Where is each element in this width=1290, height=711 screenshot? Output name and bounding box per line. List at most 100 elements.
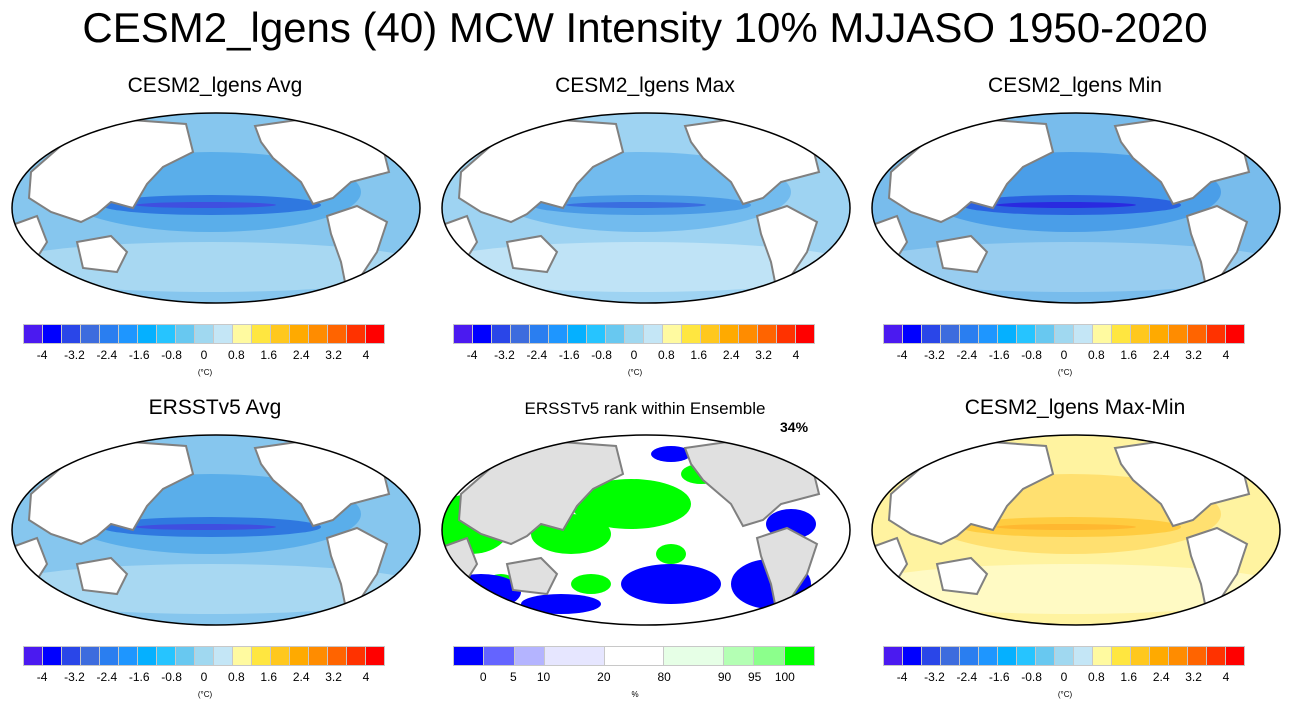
continent <box>887 440 1055 546</box>
panel-title: CESM2_lgens Min <box>988 74 1162 97</box>
colorbar-swatch <box>119 325 137 343</box>
colorbar-swatch <box>138 325 156 343</box>
colorbar-swatch <box>1036 647 1054 665</box>
colorbar-tick-label: 1.6 <box>260 670 278 684</box>
colorbar-swatch <box>100 647 118 665</box>
world-map <box>871 434 1281 626</box>
colorbar-swatch <box>62 647 80 665</box>
colorbar-tick-label: 2.4 <box>292 670 310 684</box>
colorbar-tick-label: 0.8 <box>658 348 675 362</box>
colorbar-swatch <box>644 325 662 343</box>
colorbar-tick-label: 0 <box>200 348 208 362</box>
colorbar-unit: (°C) <box>1057 368 1073 377</box>
continent <box>75 234 129 274</box>
colorbar-tick-label: -0.8 <box>1021 670 1042 684</box>
colorbar-swatch <box>903 647 921 665</box>
colorbar-tick-label: -4 <box>36 670 48 684</box>
colorbar-swatch <box>366 325 384 343</box>
colorbar-tick-label: -0.8 <box>161 670 182 684</box>
colorbar-swatch <box>366 647 384 665</box>
colorbar-swatch <box>758 325 776 343</box>
colorbar-swatch <box>195 647 213 665</box>
colorbar-swatch <box>119 647 137 665</box>
colorbar-swatch <box>1207 647 1225 665</box>
colorbar-labels: 0 5 10 20 80 90 95 100 <box>453 670 815 686</box>
colorbar-tick-label: -1.6 <box>128 348 150 362</box>
colorbar-swatch <box>724 647 754 665</box>
colorbar-swatch <box>1112 325 1130 343</box>
colorbar-unit: (°C) <box>627 368 643 377</box>
colorbar-tick-label: 4 <box>362 670 370 684</box>
rank-region <box>521 594 601 614</box>
continent <box>935 234 989 274</box>
colorbar-swatch <box>290 325 308 343</box>
colorbar-swatch <box>1226 647 1244 665</box>
colorbar-tick-label: -4 <box>36 348 48 362</box>
colorbar-unit: (°C) <box>1057 690 1073 699</box>
colorbar-swatch <box>176 325 194 343</box>
colorbar-swatch <box>233 647 251 665</box>
colorbar-swatch <box>663 325 681 343</box>
colorbar-tick-label: -3.2 <box>64 670 85 684</box>
colorbar <box>883 646 1245 666</box>
colorbar-swatch <box>454 325 472 343</box>
colorbar-swatch <box>796 325 814 343</box>
continent <box>1241 436 1269 466</box>
colorbar-swatch <box>24 647 42 665</box>
colorbar-swatch <box>777 325 795 343</box>
colorbar-swatch <box>309 647 327 665</box>
colorbar-labels: -4 -3.2 -2.4 -1.6 -0.8 0 0.8 1.6 2.4 3.2 4 <box>23 670 385 686</box>
colorbar-tick-label: 90 <box>717 670 732 684</box>
continent <box>381 114 409 144</box>
continent <box>811 114 839 144</box>
colorbar-tick-label: -2.4 <box>956 670 978 684</box>
colorbar-tick-label: 20 <box>597 670 611 684</box>
colorbar-swatch <box>754 647 784 665</box>
colorbar-swatch <box>1131 647 1149 665</box>
colorbar-swatch <box>1169 647 1187 665</box>
colorbar-swatch <box>484 647 514 665</box>
colorbar-tick-label: 0.8 <box>1088 348 1105 362</box>
colorbar-swatch <box>1074 325 1092 343</box>
colorbar-swatch <box>195 325 213 343</box>
colorbar-swatch <box>1055 325 1073 343</box>
rank-percentage: 34% <box>780 419 809 435</box>
world-map <box>441 434 851 626</box>
map-border <box>11 112 421 304</box>
rank-region <box>656 544 686 564</box>
colorbar-swatch <box>568 325 586 343</box>
colorbar-labels: -4 -3.2 -2.4 -1.6 -0.8 0 0.8 1.6 2.4 3.2 4 <box>453 348 815 364</box>
colorbar-swatch <box>625 325 643 343</box>
colorbar-labels: -4 -3.2 -2.4 -1.6 -0.8 0 0.8 1.6 2.4 3.2 4 <box>883 670 1245 686</box>
colorbar-tick-label: 3.2 <box>1185 670 1202 684</box>
continent <box>935 556 989 596</box>
colorbar-unit: (°C) <box>197 690 213 699</box>
colorbar-swatch <box>1017 325 1035 343</box>
colorbar-swatch <box>530 325 548 343</box>
map-panel: ERSSTv5 rank within Ensemble 34% 0 5 10 20 80 9… <box>430 399 860 711</box>
colorbar-tick-label: 5 <box>509 670 517 684</box>
colorbar-tick-label: -2.4 <box>956 348 978 362</box>
colorbar-swatch <box>1036 325 1054 343</box>
continent <box>457 118 625 224</box>
colorbar-swatch <box>604 647 664 665</box>
colorbar-swatch <box>682 325 700 343</box>
colorbar-tick-label: -4 <box>896 670 908 684</box>
continent <box>457 440 625 546</box>
world-map <box>11 434 421 626</box>
colorbar-swatch <box>138 647 156 665</box>
colorbar-swatch <box>998 325 1016 343</box>
map-panel: ERSSTv5 Avg -4 -3.2 -2.4 -1.6 -0.8 0 0.8 1.6 2.4 3… <box>0 396 430 711</box>
colorbar-swatch <box>214 325 232 343</box>
colorbar-tick-label: -1.6 <box>988 348 1010 362</box>
world-map <box>871 112 1281 304</box>
colorbar-tick-label: 3.2 <box>755 348 772 362</box>
colorbar-swatch <box>1150 325 1168 343</box>
colorbar-swatch <box>492 325 510 343</box>
colorbar-swatch <box>720 325 738 343</box>
colorbar-labels: -4 -3.2 -2.4 -1.6 -0.8 0 0.8 1.6 2.4 3.2 4 <box>23 348 385 364</box>
continent <box>75 556 129 596</box>
colorbar-tick-label: -3.2 <box>924 348 945 362</box>
colorbar-tick-label: 4 <box>1222 670 1230 684</box>
map-border <box>441 434 851 626</box>
